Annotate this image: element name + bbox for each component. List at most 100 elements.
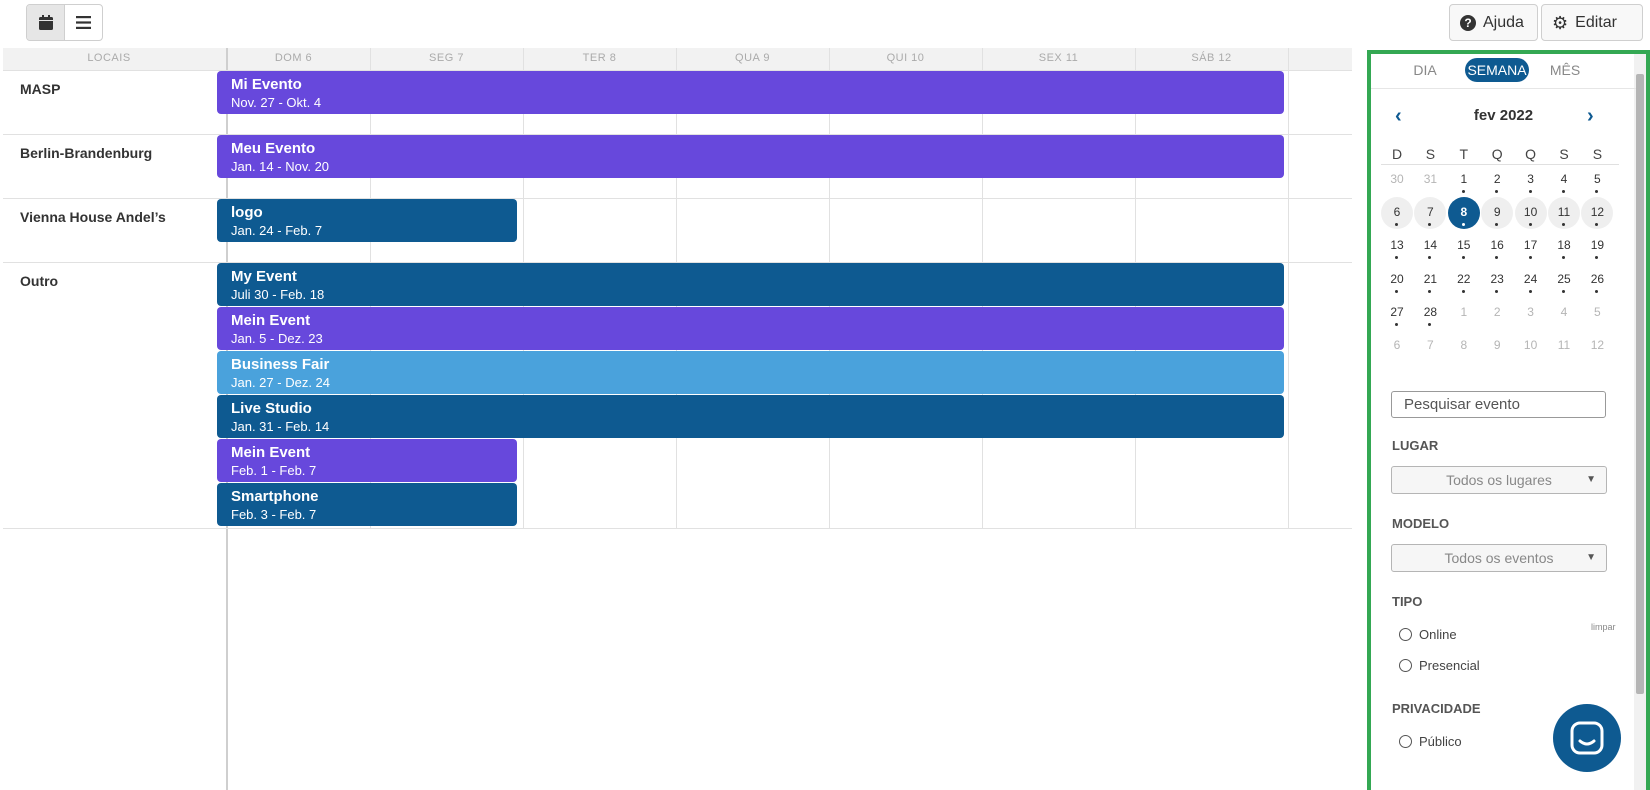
- row-divider: [3, 262, 1352, 263]
- privacidade-publico-radio[interactable]: Público: [1399, 734, 1462, 749]
- event-bar[interactable]: Smartphone Feb. 3 - Feb. 7: [217, 483, 517, 526]
- event-dates: Jan. 27 - Dez. 24: [231, 375, 330, 390]
- calendar-day[interactable]: 4: [1548, 164, 1580, 196]
- calendar-day[interactable]: 28: [1414, 297, 1446, 329]
- calendar-day[interactable]: 12: [1581, 330, 1613, 362]
- help-button[interactable]: ? Ajuda: [1449, 4, 1538, 41]
- calendar-day[interactable]: 26: [1581, 264, 1613, 296]
- weekday-label: Q: [1525, 146, 1537, 162]
- calendar-day[interactable]: 6: [1381, 197, 1413, 230]
- calendar-day[interactable]: 9: [1481, 197, 1514, 230]
- calendar-day-number: 9: [1493, 338, 1501, 352]
- day-header: TER 8: [582, 52, 617, 64]
- calendar-day[interactable]: 24: [1515, 264, 1547, 296]
- row-divider: [3, 70, 1352, 71]
- calendar-day[interactable]: 1: [1448, 164, 1480, 196]
- calendar-day[interactable]: 23: [1481, 264, 1513, 296]
- list-view-button[interactable]: [64, 5, 102, 40]
- sidebar-scrollbar-thumb[interactable]: [1636, 74, 1644, 694]
- event-bar[interactable]: logo Jan. 24 - Feb. 7: [217, 199, 517, 242]
- event-search-input[interactable]: [1391, 391, 1606, 418]
- calendar-day[interactable]: 30: [1381, 164, 1413, 196]
- calendar-day[interactable]: 9: [1481, 330, 1513, 362]
- calendar-day[interactable]: 5: [1581, 297, 1613, 329]
- event-dot-icon: [1562, 223, 1565, 227]
- calendar-day[interactable]: 10: [1515, 330, 1547, 362]
- event-dates: Juli 30 - Feb. 18: [231, 287, 325, 302]
- calendar-view-button[interactable]: [27, 5, 64, 40]
- calendar-day[interactable]: 6: [1381, 330, 1413, 362]
- calendar-day-number: 13: [1390, 238, 1404, 253]
- calendar-day[interactable]: 20: [1381, 264, 1413, 296]
- calendar-day-number: 23: [1490, 271, 1504, 286]
- calendar-day[interactable]: 5: [1581, 164, 1613, 196]
- event-bar[interactable]: Meu Evento Jan. 14 - Nov. 20: [217, 135, 1284, 178]
- calendar-day[interactable]: 11: [1548, 330, 1580, 362]
- calendar-day[interactable]: 25: [1548, 264, 1580, 296]
- calendar-day[interactable]: 21: [1414, 264, 1446, 296]
- tab-mes[interactable]: MÊS: [1549, 62, 1581, 78]
- calendar-day[interactable]: 12: [1581, 197, 1614, 230]
- lugar-select[interactable]: Todos os lugares ▼: [1391, 466, 1607, 494]
- calendar-day[interactable]: 3: [1515, 297, 1547, 329]
- edit-button[interactable]: ⚙ Editar: [1541, 4, 1643, 41]
- sidebar-scrollbar[interactable]: [1634, 54, 1646, 790]
- modelo-select[interactable]: Todos os eventos ▼: [1391, 544, 1607, 572]
- event-bar[interactable]: Business Fair Jan. 27 - Dez. 24: [217, 351, 1284, 394]
- calendar-day[interactable]: 18: [1548, 230, 1580, 262]
- event-bar[interactable]: My Event Juli 30 - Feb. 18: [217, 263, 1284, 306]
- event-dot-icon: [1461, 190, 1465, 193]
- calendar-day[interactable]: 16: [1481, 230, 1513, 262]
- calendar-day-number: 26: [1590, 271, 1605, 286]
- event-name: Mi Evento: [231, 76, 302, 93]
- calendar-day[interactable]: 2: [1481, 164, 1513, 196]
- calendar-day[interactable]: 15: [1448, 230, 1480, 262]
- calendar-day[interactable]: 4: [1548, 297, 1580, 329]
- calendar-day[interactable]: 1: [1448, 297, 1480, 329]
- event-bar[interactable]: Mein Event Jan. 5 - Dez. 23: [217, 307, 1284, 350]
- locations-header: LOCAIS: [87, 52, 131, 64]
- calendar-day[interactable]: 7: [1414, 330, 1446, 362]
- calendar-day[interactable]: 27: [1381, 297, 1413, 329]
- schedule-header-band: [3, 48, 1352, 70]
- calendar-day[interactable]: 17: [1515, 230, 1547, 262]
- clear-tipo-link[interactable]: limpar: [1591, 622, 1616, 632]
- event-dot-icon: [1428, 223, 1432, 227]
- calendar-day[interactable]: 7: [1414, 197, 1447, 230]
- chevron-left-icon[interactable]: ‹: [1395, 105, 1402, 127]
- caret-down-icon: ▼: [1586, 552, 1596, 563]
- calendar-day-number: 7: [1427, 338, 1434, 352]
- calendar-day[interactable]: 13: [1381, 230, 1413, 262]
- calendar-day-number: 6: [1393, 338, 1401, 352]
- day-header: QUA 9: [735, 52, 770, 64]
- tipo-online-radio[interactable]: Online: [1399, 627, 1457, 642]
- event-dates: Nov. 27 - Okt. 4: [231, 95, 322, 110]
- tab-semana[interactable]: SEMANA: [1465, 58, 1529, 82]
- calendar-day-number: 9: [1493, 205, 1501, 220]
- calendar-day-number: 2: [1493, 304, 1501, 319]
- calendar-day[interactable]: 22: [1448, 264, 1480, 296]
- calendar-day[interactable]: 11: [1548, 197, 1580, 230]
- calendar-day[interactable]: 31: [1414, 164, 1446, 196]
- event-bar[interactable]: Mi Evento Nov. 27 - Okt. 4: [217, 71, 1284, 114]
- event-name: Business Fair: [231, 356, 330, 373]
- calendar-day-number: 11: [1557, 338, 1571, 352]
- calendar-day[interactable]: 3: [1515, 164, 1547, 196]
- chevron-right-icon[interactable]: ›: [1587, 105, 1594, 127]
- calendar-day[interactable]: 19: [1581, 230, 1613, 262]
- calendar-day[interactable]: 10: [1514, 197, 1547, 230]
- calendar-day-selected[interactable]: 8: [1447, 197, 1480, 230]
- chat-launcher-button[interactable]: [1553, 704, 1621, 772]
- calendar-day[interactable]: 8: [1448, 330, 1480, 362]
- event-bar[interactable]: Live Studio Jan. 31 - Feb. 14: [217, 395, 1284, 438]
- event-name: Meu Evento: [231, 140, 316, 157]
- event-bar[interactable]: Mein Event Feb. 1 - Feb. 7: [217, 439, 517, 482]
- tipo-presencial-radio[interactable]: Presencial: [1399, 658, 1480, 673]
- calendar-day-number: 11: [1557, 205, 1571, 220]
- tab-dia[interactable]: DIA: [1413, 62, 1437, 78]
- calendar-day-number: 12: [1590, 338, 1605, 352]
- calendar-day[interactable]: 2: [1481, 297, 1513, 329]
- event-dot-icon: [1395, 289, 1398, 293]
- day-header: SÁB 12: [1191, 52, 1232, 64]
- calendar-day[interactable]: 14: [1414, 230, 1446, 262]
